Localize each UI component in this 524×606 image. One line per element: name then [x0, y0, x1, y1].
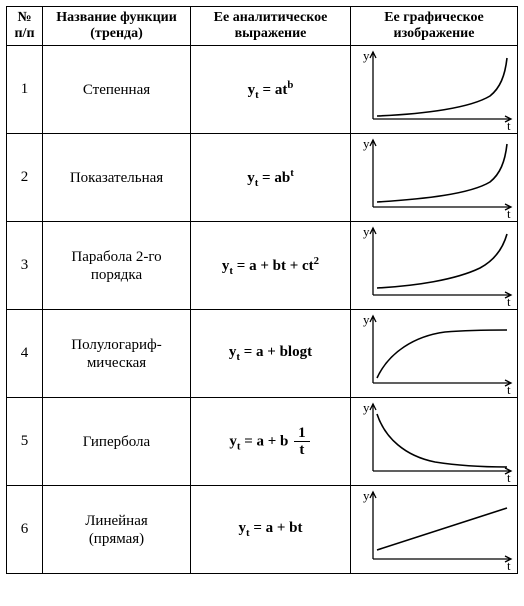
- table-row: 4Полулогариф-мическаяyt = a + blogt y t: [7, 310, 518, 398]
- header-name: Название функции (тренда): [43, 7, 191, 46]
- svg-text:y: y: [363, 224, 370, 239]
- cell-name: Парабола 2-го порядка: [43, 222, 191, 310]
- cell-num: 5: [7, 398, 43, 486]
- cell-num: 2: [7, 134, 43, 222]
- cell-expression: yt = a + blogt: [191, 310, 351, 398]
- cell-graph: y t: [351, 486, 518, 574]
- cell-graph: y t: [351, 46, 518, 134]
- cell-graph: y t: [351, 134, 518, 222]
- table-row: 6Линейная(прямая)yt = a + bt y t: [7, 486, 518, 574]
- svg-text:y: y: [363, 48, 370, 63]
- svg-text:t: t: [507, 294, 511, 307]
- svg-text:y: y: [363, 400, 370, 415]
- cell-graph: y t: [351, 222, 518, 310]
- svg-text:t: t: [507, 206, 511, 219]
- table-row: 3Парабола 2-го порядкаyt = a + bt + ct2 …: [7, 222, 518, 310]
- svg-text:y: y: [363, 312, 370, 327]
- cell-expression: yt = a + bt: [191, 486, 351, 574]
- header-row: №п/п Название функции (тренда) Ее аналит…: [7, 7, 518, 46]
- cell-name: Показательная: [43, 134, 191, 222]
- cell-name: Полулогариф-мическая: [43, 310, 191, 398]
- svg-text:t: t: [507, 470, 511, 483]
- svg-text:y: y: [363, 136, 370, 151]
- cell-expression: yt = a + b 1t: [191, 398, 351, 486]
- cell-name: Гипербола: [43, 398, 191, 486]
- cell-num: 3: [7, 222, 43, 310]
- svg-text:t: t: [507, 118, 511, 131]
- svg-text:t: t: [507, 558, 511, 571]
- table-row: 5Гиперболаyt = a + b 1t y t: [7, 398, 518, 486]
- cell-expression: yt = abt: [191, 134, 351, 222]
- svg-text:y: y: [363, 488, 370, 503]
- table-row: 2Показательнаяyt = abt y t: [7, 134, 518, 222]
- table-row: 1Степеннаяyt = atb y t: [7, 46, 518, 134]
- header-num: №п/п: [7, 7, 43, 46]
- cell-name: Линейная(прямая): [43, 486, 191, 574]
- header-expr: Ее аналитическое выражение: [191, 7, 351, 46]
- cell-expression: yt = atb: [191, 46, 351, 134]
- cell-graph: y t: [351, 398, 518, 486]
- cell-num: 1: [7, 46, 43, 134]
- header-graph: Ее графическое изображение: [351, 7, 518, 46]
- cell-num: 4: [7, 310, 43, 398]
- cell-name: Степенная: [43, 46, 191, 134]
- cell-num: 6: [7, 486, 43, 574]
- svg-text:t: t: [507, 382, 511, 395]
- cell-expression: yt = a + bt + ct2: [191, 222, 351, 310]
- trend-functions-table: №п/п Название функции (тренда) Ее аналит…: [6, 6, 518, 574]
- cell-graph: y t: [351, 310, 518, 398]
